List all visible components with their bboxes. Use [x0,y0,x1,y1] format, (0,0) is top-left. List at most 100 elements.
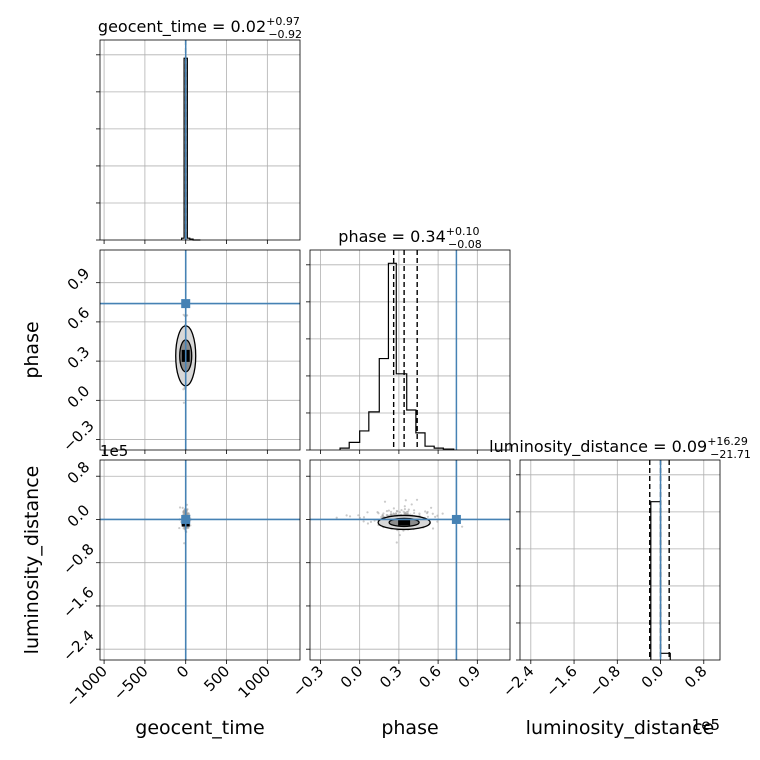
sample-point [407,510,410,513]
sample-point [178,506,182,509]
xtick-label-geocent_time-0: −1000 [62,662,111,711]
sample-point [426,510,429,514]
sample-point [382,512,385,515]
hist-luminosity_distance-title: luminosity_distance = 0.09+16.29 −21.71 [489,435,751,461]
hist-phase-title: phase = 0.34+0.10 −0.08 [338,225,481,251]
sample-point [412,509,416,512]
hist-geocent_time-frame [99,39,301,241]
y-scale-label: 1e5 [100,442,128,460]
sample-point [357,514,360,517]
xtick-label-phase-3: 0.6 [415,662,445,692]
title-prefix: luminosity_distance = 0.09 [489,437,707,457]
xlabel-geocent_time: geocent_time [135,717,264,739]
sample-point [400,508,403,512]
sample-point [413,511,416,515]
ytick-label-luminosity_distance-1: −1.6 [59,583,97,621]
sample-point [182,401,186,404]
sample-point [390,513,393,516]
sample-point [431,512,434,515]
geocent_time-vs-luminosity_distance-truth-marker [181,514,191,524]
xtick-label-phase-1: 0.0 [337,662,367,692]
title-minus: −0.92 [268,28,302,41]
sample-point [366,511,369,514]
geocent_time-vs-phase-truth-marker [181,299,191,309]
xtick-label-geocent_time-2: 0 [173,662,192,681]
sample-point [395,541,398,544]
sample-point [398,533,401,537]
title-plus: +16.29 [707,435,748,448]
sample-point [430,506,433,509]
ytick-label-phase-3: 0.6 [64,304,94,334]
sample-point [395,509,398,513]
sample-point [377,512,380,515]
sample-point [369,520,373,523]
xtick-label-geocent_time-3: 500 [200,662,233,695]
xtick-label-luminosity_distance-4: 0.8 [681,662,711,692]
hist-phase-frame [309,249,511,451]
title-minus: −0.08 [448,238,482,251]
sample-point [436,514,439,517]
sample-point [436,520,439,523]
sample-point [182,527,185,530]
xtick-label-geocent_time-1: −500 [110,662,152,704]
xtick-label-geocent_time-4: 1000 [234,662,274,702]
xlabel-luminosity_distance: luminosity_distance [526,717,715,739]
ytick-label-luminosity_distance-2: −0.8 [59,540,97,578]
sample-point [407,508,410,511]
sample-point [183,509,186,512]
ytick-label-phase-4: 0.9 [64,264,94,294]
ylabel-luminosity_distance: luminosity_distance [21,466,43,655]
ytick-label-luminosity_distance-3: 0.0 [64,501,94,531]
sample-point [431,527,435,530]
sample-point [186,314,189,317]
ytick-label-phase-2: 0.3 [64,343,94,373]
sample-point [348,515,352,518]
xtick-label-phase-4: 0.9 [455,662,485,692]
phase-vs-luminosity_distance-points [310,460,510,660]
xtick-label-luminosity_distance-0: −2.4 [499,662,537,700]
xtick-label-phase-0: −0.3 [289,662,327,700]
ytick-label-phase-0: −0.3 [59,417,97,455]
sample-point [394,512,398,515]
sample-point [387,509,390,512]
data-layer [100,40,671,660]
frame-layer [96,39,721,664]
sample-point [389,510,393,513]
sample-point [441,512,444,515]
xtick-label-luminosity_distance-1: −1.6 [542,662,580,700]
geocent_time-vs-luminosity_distance-frame [99,459,301,661]
xlabel-phase: phase [381,717,438,739]
sample-point [381,514,384,517]
sample-point [362,520,365,523]
ytick-label-phase-1: 0.0 [64,382,94,412]
sample-point [178,526,181,530]
grid-layer [100,40,720,660]
title-prefix: phase = 0.34 [338,227,445,246]
contour-core [398,519,411,526]
sample-point [385,510,389,513]
phase-vs-luminosity_distance-truth-marker [451,514,461,524]
sample-point [181,506,184,509]
sample-point [415,498,419,501]
sample-point [398,511,402,514]
ytick-label-luminosity_distance-4: 0.8 [64,458,94,488]
sample-point [403,508,407,511]
sample-point [403,505,406,508]
sample-point [392,512,395,515]
sample-point [410,503,413,506]
sample-point [183,542,186,545]
title-prefix: geocent_time = 0.02 [98,17,266,37]
hist-geocent_time-title: geocent_time = 0.02+0.97 −0.92 [98,15,302,41]
sample-point [404,499,407,502]
hist-phase [339,262,455,450]
sample-point [366,522,370,525]
sample-point [426,515,430,518]
sample-point [383,500,387,503]
sample-point [182,313,185,316]
xtick-label-phase-2: 0.3 [376,662,406,692]
hist-geocent_time [181,57,201,241]
sample-point [358,516,361,519]
sample-point [424,510,427,513]
x-scale-label: 1e5 [692,716,720,734]
